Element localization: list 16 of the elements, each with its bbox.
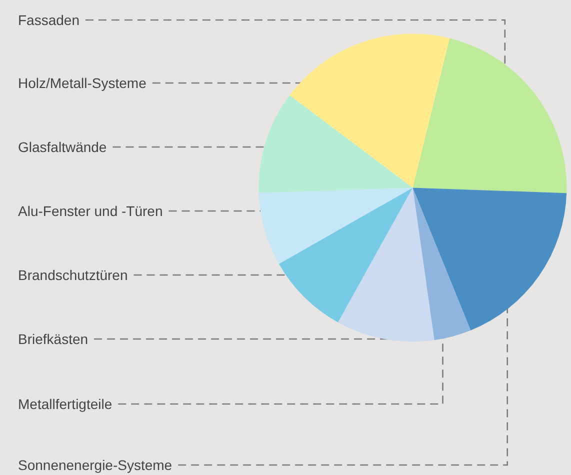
slice-label: Sonnenenergie-Systeme bbox=[18, 456, 172, 473]
pie-slice bbox=[412, 38, 567, 194]
slice-label: Holz/Metall-Systeme bbox=[18, 74, 147, 91]
slice-label: Metallfertigteile bbox=[18, 396, 112, 412]
slice-label: Brandschutztüren bbox=[18, 266, 128, 283]
slice-label: Fassaden bbox=[18, 12, 80, 28]
pie-slice bbox=[338, 188, 434, 342]
pie-slice bbox=[290, 34, 450, 188]
pie-slice bbox=[258, 188, 413, 264]
pie-slice bbox=[258, 95, 413, 193]
slice-label: Glasfaltwände bbox=[18, 138, 107, 155]
slice-label: Alu-Fenster und -Türen bbox=[18, 202, 163, 219]
slice-label: Briefkästen bbox=[18, 330, 88, 347]
pie-slice bbox=[412, 188, 567, 330]
pie-slice bbox=[278, 188, 413, 322]
pie-slice bbox=[412, 188, 471, 340]
